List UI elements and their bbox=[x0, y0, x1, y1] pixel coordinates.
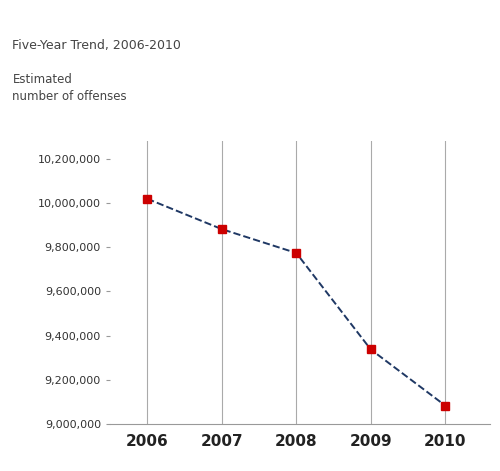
Text: Property Crime Offense Figure: Property Crime Offense Figure bbox=[12, 8, 290, 23]
Text: Estimated
number of offenses: Estimated number of offenses bbox=[12, 73, 127, 103]
Text: Five-Year Trend, 2006-2010: Five-Year Trend, 2006-2010 bbox=[12, 39, 181, 52]
